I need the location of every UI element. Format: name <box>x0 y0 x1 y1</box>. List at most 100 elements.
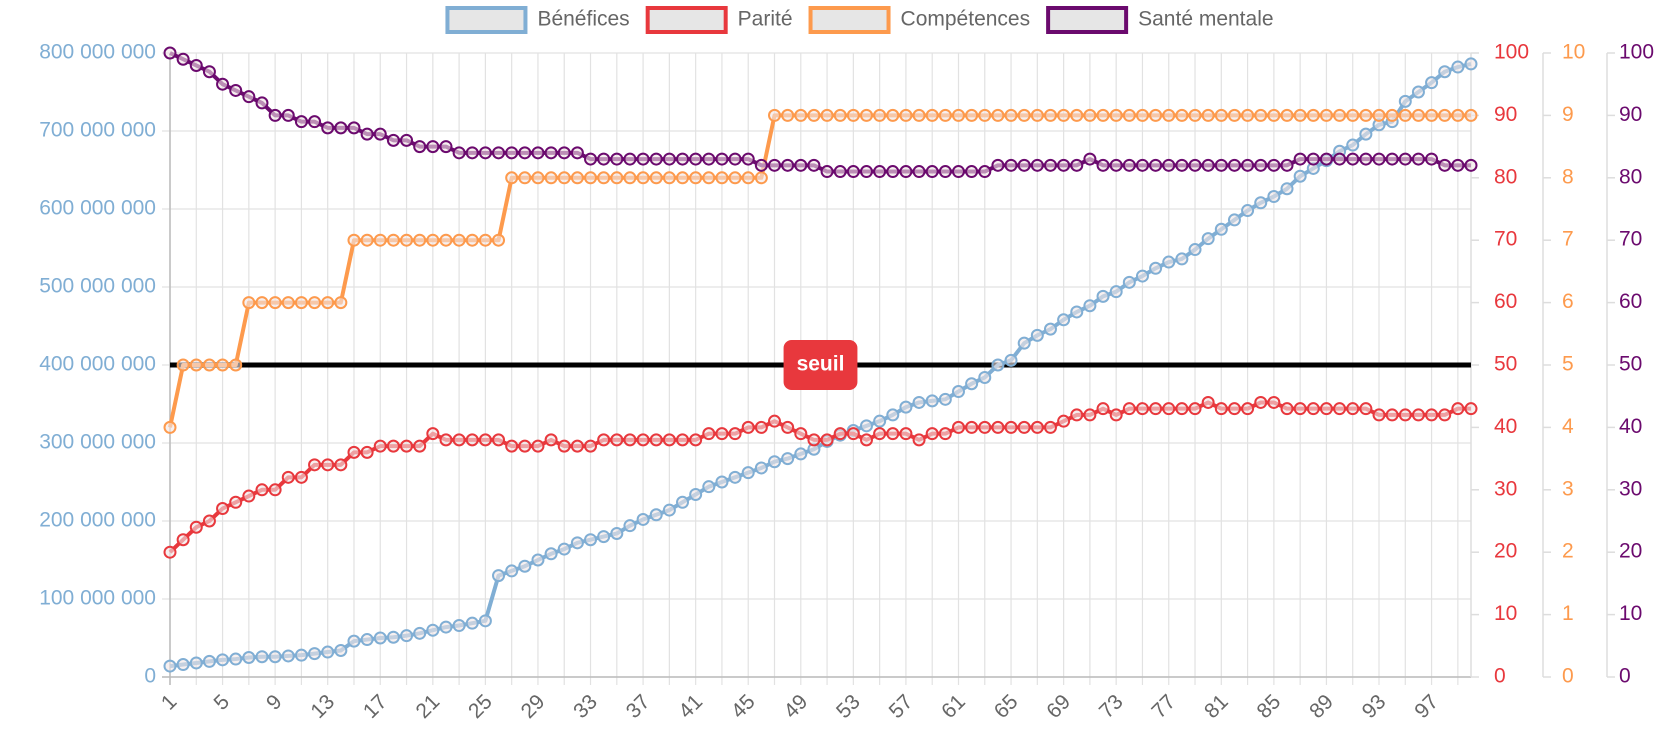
data-point <box>1201 158 1215 172</box>
data-point <box>1319 108 1333 122</box>
data-point <box>1293 402 1307 416</box>
data-point <box>281 649 295 663</box>
data-point <box>623 433 637 447</box>
data-point <box>189 656 203 670</box>
data-point <box>360 233 374 247</box>
data-point <box>439 433 453 447</box>
data-point <box>597 433 611 447</box>
data-point <box>754 158 768 172</box>
data-point <box>308 458 322 472</box>
data-point <box>1438 158 1452 172</box>
data-point <box>1346 402 1360 416</box>
data-point <box>1122 275 1136 289</box>
data-point <box>1425 76 1439 90</box>
data-point <box>873 414 887 428</box>
data-point <box>899 427 913 441</box>
y-tick-label: 800 000 000 <box>39 41 156 64</box>
data-point <box>965 108 979 122</box>
data-point <box>1083 299 1097 313</box>
data-point <box>1083 408 1097 422</box>
data-point <box>373 127 387 141</box>
data-point <box>715 152 729 166</box>
y2-tick-label: 50 <box>1494 353 1517 376</box>
data-point <box>925 108 939 122</box>
data-point <box>781 452 795 466</box>
data-point <box>1333 152 1347 166</box>
data-point <box>1122 158 1136 172</box>
data-point <box>1227 108 1241 122</box>
data-point <box>1043 108 1057 122</box>
data-point <box>1293 169 1307 183</box>
data-point <box>965 420 979 434</box>
data-point <box>1411 108 1425 122</box>
data-point <box>925 165 939 179</box>
data-point <box>176 358 190 372</box>
data-point <box>216 653 230 667</box>
y4-tick-label: 80 <box>1619 165 1642 188</box>
data-point <box>951 108 965 122</box>
data-point <box>636 512 650 526</box>
legend-swatch <box>645 6 728 34</box>
data-point <box>531 146 545 160</box>
legend-label: Parité <box>738 8 793 31</box>
data-point <box>413 233 427 247</box>
series-line <box>169 61 1472 669</box>
data-point <box>649 508 663 522</box>
data-point <box>531 171 545 185</box>
data-point <box>386 233 400 247</box>
data-point <box>347 233 361 247</box>
data-point <box>308 115 322 129</box>
data-point <box>1385 408 1399 422</box>
data-point <box>702 427 716 441</box>
data-point <box>373 233 387 247</box>
data-point <box>597 171 611 185</box>
data-point <box>899 400 913 414</box>
y3-tick-label: 2 <box>1562 540 1574 563</box>
data-point <box>912 433 926 447</box>
data-point <box>1346 138 1360 152</box>
data-point <box>1306 402 1320 416</box>
y4-tick-label: 0 <box>1619 665 1631 688</box>
y2-tick-label: 90 <box>1494 103 1517 126</box>
data-point <box>1333 108 1347 122</box>
data-point <box>1411 85 1425 99</box>
data-point <box>1214 222 1228 236</box>
data-point <box>518 171 532 185</box>
data-point <box>728 470 742 484</box>
x-tick-label: 69 <box>1042 690 1075 723</box>
data-point <box>202 65 216 79</box>
data-point <box>229 652 243 666</box>
data-point <box>649 152 663 166</box>
data-point <box>334 458 348 472</box>
data-point <box>991 358 1005 372</box>
data-point <box>478 233 492 247</box>
data-point <box>360 445 374 459</box>
data-point <box>229 495 243 509</box>
data-point <box>452 146 466 160</box>
y-tick-label: 600 000 000 <box>39 197 156 220</box>
y-tick-label: 700 000 000 <box>39 119 156 142</box>
data-point <box>1385 108 1399 122</box>
data-point <box>886 165 900 179</box>
data-point <box>1096 289 1110 303</box>
y2-tick-label: 70 <box>1494 228 1517 251</box>
data-point <box>255 483 269 497</box>
data-point <box>1359 108 1373 122</box>
data-point <box>1333 402 1347 416</box>
data-point <box>794 447 808 461</box>
y4-tick-label: 60 <box>1619 290 1642 313</box>
y3-tick-label: 6 <box>1562 290 1574 313</box>
y-tick-label: 100 000 000 <box>39 587 156 610</box>
data-point <box>1254 196 1268 210</box>
data-point <box>1135 108 1149 122</box>
data-point <box>1030 108 1044 122</box>
x-tick-label: 81 <box>1200 690 1233 723</box>
data-point <box>807 108 821 122</box>
data-point <box>426 427 440 441</box>
data-point <box>1030 328 1044 342</box>
data-point <box>873 427 887 441</box>
data-point <box>426 623 440 637</box>
data-point <box>294 115 308 129</box>
x-tick-label: 77 <box>1147 690 1180 723</box>
data-point <box>794 108 808 122</box>
